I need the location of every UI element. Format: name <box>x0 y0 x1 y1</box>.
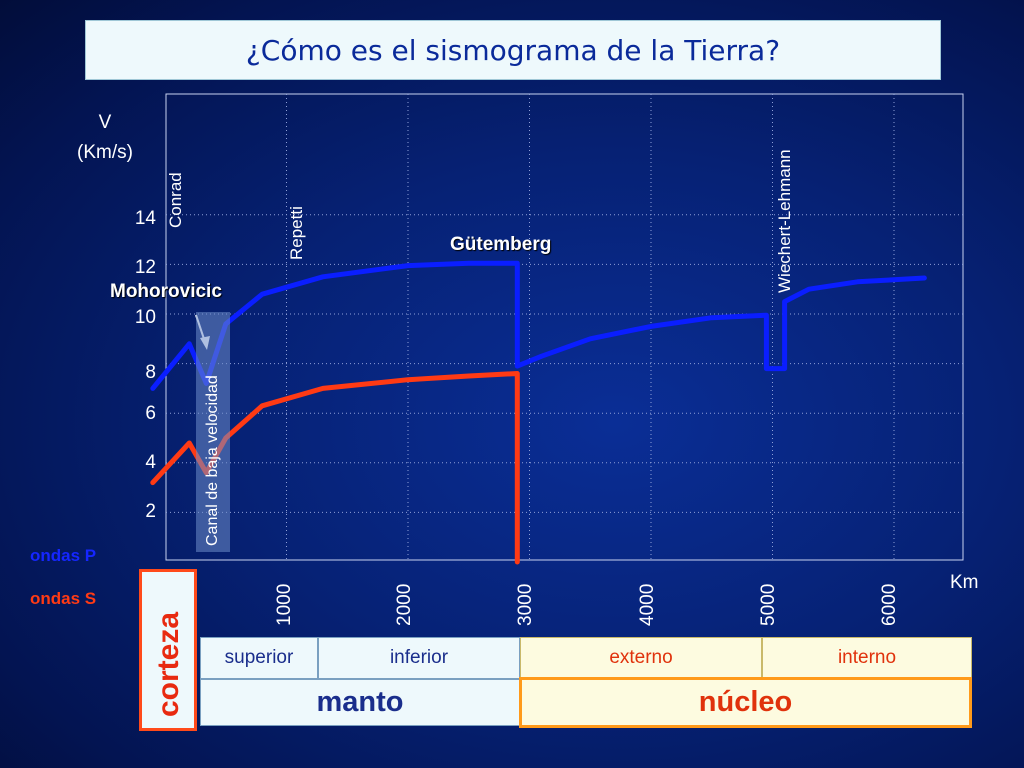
x-tick-label: 5000 <box>758 583 779 626</box>
y-tick-label: 6 <box>145 403 156 424</box>
low-velocity-channel-label: Canal de baja velocidad <box>204 375 221 546</box>
inner-core-box: interno <box>762 637 972 679</box>
core-box: núcleo <box>519 677 972 728</box>
crust-label: corteza <box>152 611 185 717</box>
y-tick-label: 10 <box>134 307 156 328</box>
p-wave-line <box>150 260 927 391</box>
series-lines <box>150 260 927 565</box>
y-axis-label-line1: V <box>98 112 112 133</box>
crust-box: corteza <box>139 569 197 731</box>
y-tick-label: 14 <box>134 208 156 229</box>
wiechert-lehmann-label: Wiechert-Lehmann <box>775 149 794 293</box>
upper-mantle-box: superior <box>200 637 318 679</box>
repetti-label: Repetti <box>287 206 306 260</box>
y-axis-label: V (Km/s) <box>60 108 150 168</box>
mohorovicic-label: Mohorovicic <box>110 281 222 302</box>
gutemberg-label: Gütemberg <box>450 234 552 255</box>
x-tick-label: 1000 <box>274 583 295 626</box>
plot-area <box>165 93 964 561</box>
x-tick-label: 4000 <box>637 583 658 626</box>
mantle-box: manto <box>200 679 520 726</box>
legend-s-waves: ondas S <box>30 589 97 608</box>
outer-core-box: externo <box>520 637 762 679</box>
x-tick-label: 3000 <box>515 583 536 626</box>
x-axis-label: Km <box>950 572 979 593</box>
y-tick-label: 12 <box>134 257 156 278</box>
x-tick-label: 6000 <box>879 583 900 626</box>
grid-lines <box>166 94 963 560</box>
legend-p-waves: ondas P <box>30 546 97 565</box>
y-tick-label: 4 <box>145 452 156 473</box>
lower-mantle-box: inferior <box>318 637 520 679</box>
slide-title: ¿Cómo es el sismograma de la Tierra? <box>85 20 941 80</box>
y-tick-label: 8 <box>145 362 156 383</box>
y-axis-label-line2: (Km/s) <box>77 142 133 163</box>
y-tick-label: 2 <box>145 501 156 522</box>
conrad-label: Conrad <box>166 172 185 228</box>
low-velocity-channel <box>196 312 230 552</box>
x-tick-label: 2000 <box>394 583 415 626</box>
